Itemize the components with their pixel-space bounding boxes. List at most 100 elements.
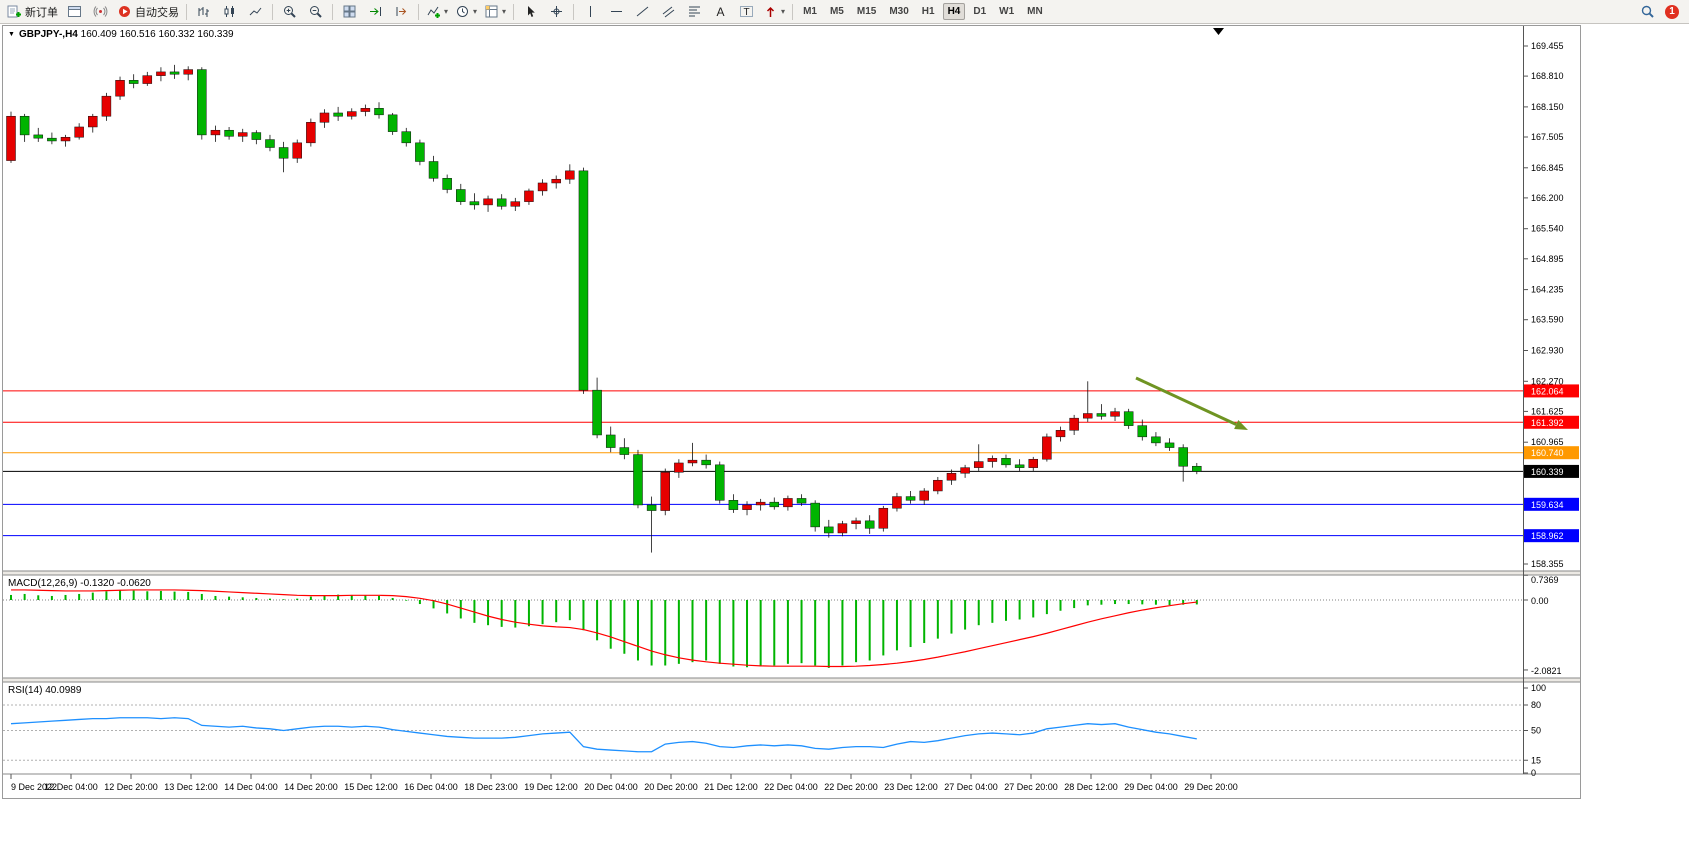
chart-shift-button[interactable] <box>389 1 414 22</box>
zoom-out-button[interactable] <box>303 1 328 22</box>
toolbar-separator <box>186 3 187 20</box>
search-button[interactable] <box>1635 1 1660 22</box>
dropdown-triangle-icon[interactable]: ▼ <box>8 31 15 38</box>
rsi-line <box>10 717 1197 753</box>
timeframe-m1[interactable]: M1 <box>803 6 817 17</box>
vertical-line-icon <box>583 4 598 19</box>
time-axis-label: 23 Dec 12:00 <box>884 782 938 792</box>
cursor-button[interactable] <box>518 1 543 22</box>
rsi-axis-label: 100 <box>1531 683 1546 693</box>
fibonacci-button[interactable] <box>682 1 707 22</box>
chart-window-button[interactable] <box>62 1 87 22</box>
arrow-annotation <box>1135 376 1237 426</box>
macd-indicator-label: MACD(12,26,9) -0.1320 -0.0620 <box>8 578 151 589</box>
price-axis-label: 162.270 <box>1531 376 1564 386</box>
panel-separator <box>3 571 1580 575</box>
equidistant-channel-icon <box>661 4 676 19</box>
toolbar-separator <box>272 3 273 20</box>
time-axis-label: 29 Dec 20:00 <box>1184 782 1238 792</box>
time-axis-label: 13 Dec 12:00 <box>164 782 218 792</box>
time-axis-label: 12 Dec 04:00 <box>44 782 98 792</box>
timeframe-h1[interactable]: H1 <box>921 6 935 17</box>
price-tag <box>1524 497 1579 511</box>
macd-signal-line <box>11 589 1197 668</box>
price-axis-label: 167.505 <box>1531 132 1564 142</box>
bar-chart-button[interactable] <box>191 1 216 22</box>
auto-scroll-icon <box>368 4 383 19</box>
price-axis-label: 161.625 <box>1531 406 1564 416</box>
price-axis-label: 164.235 <box>1531 285 1564 295</box>
equidistant-channel-button[interactable] <box>656 1 681 22</box>
text-label-button[interactable]: T <box>734 1 759 22</box>
symbol-header: ▼ GBPJPY-,H4 160.409 160.516 160.332 160.… <box>8 29 234 40</box>
time-axis-label: 20 Dec 04:00 <box>584 782 638 792</box>
time-axis-label: 14 Dec 20:00 <box>284 782 338 792</box>
horizontal-line-button[interactable] <box>604 1 629 22</box>
price-tag <box>1524 415 1579 429</box>
candles <box>6 64 1202 553</box>
auto-scroll-button[interactable] <box>363 1 388 22</box>
price-axis-label: 160.965 <box>1531 437 1564 447</box>
time-axis-label: 12 Dec 20:00 <box>104 782 158 792</box>
price-axis-label: 164.895 <box>1531 254 1564 264</box>
dropdown-caret-icon: ▾ <box>502 6 507 16</box>
autotrading-label: 自动交易 <box>135 6 179 19</box>
text-icon: A <box>713 4 728 19</box>
new-order-label: 新订单 <box>25 6 58 19</box>
text-button[interactable]: A <box>708 1 733 22</box>
timeframe-m30[interactable]: M30 <box>889 6 909 17</box>
timeframe-m5[interactable]: M5 <box>829 6 844 17</box>
arrows-icon <box>763 4 778 19</box>
price-axis-label: 158.355 <box>1531 559 1564 569</box>
line-chart-button[interactable] <box>243 1 268 22</box>
macd-axis-label: -2.0821 <box>1531 666 1562 676</box>
trendline-button[interactable] <box>630 1 655 22</box>
time-axis-label: 29 Dec 04:00 <box>1124 782 1178 792</box>
horizontal-line-icon <box>609 4 624 19</box>
main-toolbar: 新订单 自动交易 ▾ ▾ <box>0 0 1689 24</box>
autotrading-button[interactable]: 自动交易 <box>114 1 182 22</box>
candlestick-chart-button[interactable] <box>217 1 242 22</box>
timeframe-m15[interactable]: M15 <box>856 6 877 17</box>
templates-button[interactable]: ▾ <box>481 1 509 22</box>
rsi-indicator-label: RSI(14) 40.0989 <box>8 685 82 696</box>
zoom-in-button[interactable] <box>277 1 302 22</box>
fibonacci-icon <box>687 4 702 19</box>
new-order-icon <box>7 4 22 19</box>
macd-axis-label: 0.7369 <box>1531 575 1559 585</box>
arrows-button[interactable]: ▾ <box>760 1 788 22</box>
notification-badge[interactable]: 1 <box>1665 4 1679 19</box>
new-order-button[interactable]: 新订单 <box>4 1 61 22</box>
crosshair-button[interactable] <box>544 1 569 22</box>
price-axis-label: 166.200 <box>1531 193 1564 203</box>
rsi-axis-label: 50 <box>1531 726 1541 736</box>
toolbar-separator <box>573 3 575 20</box>
bar-chart-icon <box>196 4 211 19</box>
toolbar-separator <box>513 3 515 20</box>
time-axis-label: 19 Dec 12:00 <box>524 782 578 792</box>
indicators-button[interactable]: ▾ <box>423 1 451 22</box>
tile-windows-icon <box>342 4 357 19</box>
autotrading-icon <box>117 4 132 19</box>
time-axis-label: 28 Dec 12:00 <box>1064 782 1118 792</box>
timeframe-mn[interactable]: MN <box>1027 6 1043 17</box>
signals-button[interactable] <box>88 1 113 22</box>
chart-shift-marker <box>1213 28 1224 35</box>
price-chart[interactable]: 169.455 168.810 168.150 167.505 166.845 166.2… <box>3 26 1580 798</box>
macd-axis-label: 0.00 <box>1531 596 1549 606</box>
periods-button[interactable]: ▾ <box>452 1 480 22</box>
vertical-line-button[interactable] <box>578 1 603 22</box>
price-tag-label: 161.392 <box>1531 418 1564 428</box>
time-axis-label: 18 Dec 23:00 <box>464 782 518 792</box>
timeframe-d1[interactable]: D1 <box>973 6 987 17</box>
tile-windows-button[interactable] <box>337 1 362 22</box>
price-axis-label: 169.455 <box>1531 41 1564 51</box>
symbol-ohlc-values: 160.409 160.516 160.332 160.339 <box>80 29 234 40</box>
time-axis-label: 16 Dec 04:00 <box>404 782 458 792</box>
price-tag-label: 160.339 <box>1531 467 1564 477</box>
timeframe-w1[interactable]: W1 <box>999 6 1015 17</box>
timeframe-h4[interactable]: H4 <box>942 3 966 20</box>
toolbar-separator <box>418 3 419 20</box>
price-tag <box>1524 446 1579 460</box>
chart-shift-icon <box>394 4 409 19</box>
